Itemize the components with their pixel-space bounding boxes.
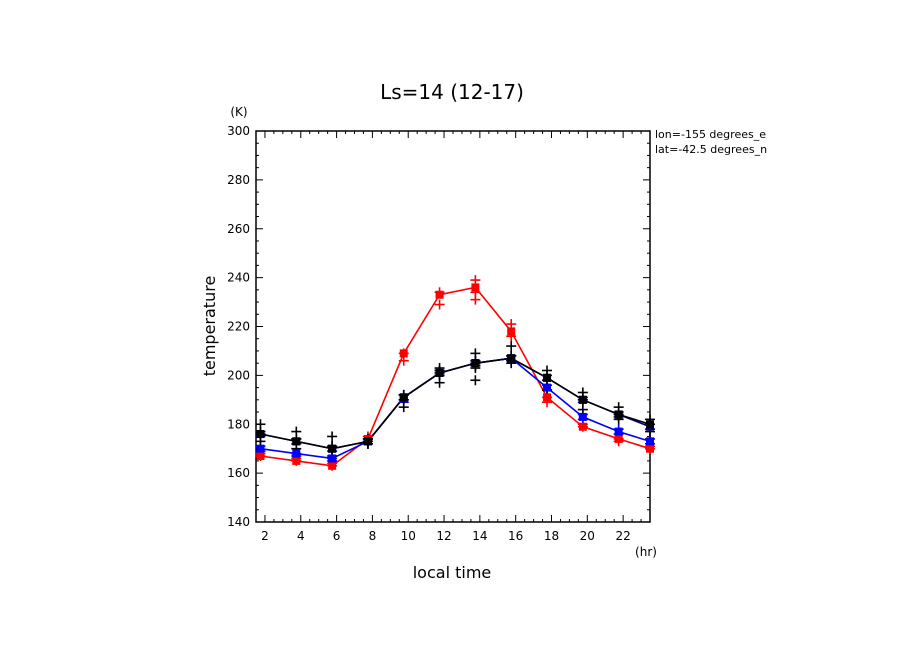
x-tick-label: 18 (544, 529, 559, 543)
y-tick-label: 240 (227, 271, 250, 285)
axis-ticks: 2 4 6 8 10 12 14 16 18 20 22 140 160 180 200 220 240 260 2… (227, 124, 650, 543)
scatter-cross-3 (434, 377, 445, 388)
data-point-3 (614, 410, 623, 419)
y-unit-label: (K) (230, 105, 247, 119)
data-point-1 (614, 427, 623, 436)
data-point-3 (578, 395, 587, 404)
series-line-3 (260, 357, 651, 450)
series-lines (260, 286, 651, 467)
x-tick-label: 10 (401, 529, 416, 543)
data-point-0 (328, 461, 337, 470)
data-point-1 (646, 437, 654, 446)
data-point-3 (363, 437, 372, 446)
data-point-3 (399, 393, 408, 402)
data-point-3 (543, 373, 552, 382)
scatter-cross-3 (506, 341, 517, 352)
annotation-lon: lon=-155 degrees_e (655, 128, 766, 141)
annotation-lat: lat=-42.5 degrees_n (655, 143, 767, 156)
data-point-0 (507, 327, 516, 336)
data-point-0 (256, 452, 265, 461)
scatter-cross-3 (327, 431, 338, 442)
scatter-cross-3 (470, 348, 481, 359)
data-point-3 (646, 420, 654, 429)
data-point-0 (471, 283, 480, 292)
x-tick-label: 6 (333, 529, 341, 543)
data-point-1 (328, 454, 337, 463)
data-point-1 (292, 449, 301, 458)
y-tick-label: 140 (227, 515, 250, 529)
data-point-3 (292, 437, 301, 446)
x-tick-label: 20 (580, 529, 595, 543)
data-point-0 (435, 290, 444, 299)
x-axis-label: local time (413, 563, 492, 582)
x-tick-label: 4 (297, 529, 305, 543)
scatter-cross-3 (255, 419, 266, 430)
x-unit-label: (hr) (635, 545, 657, 559)
chart-title: Ls=14 (12-17) (380, 80, 524, 104)
x-tick-label: 8 (369, 529, 377, 543)
x-tick-label: 22 (615, 529, 630, 543)
y-tick-label: 160 (227, 466, 250, 480)
series-markers (255, 275, 655, 471)
y-tick-label: 180 (227, 417, 250, 431)
y-tick-label: 300 (227, 124, 250, 138)
scatter-cross-3 (291, 426, 302, 437)
x-tick-label: 2 (261, 529, 269, 543)
x-tick-label: 14 (472, 529, 487, 543)
data-point-3 (471, 359, 480, 368)
data-point-0 (578, 422, 587, 431)
data-point-1 (256, 444, 265, 453)
y-tick-label: 280 (227, 173, 250, 187)
data-point-3 (328, 444, 337, 453)
y-tick-label: 220 (227, 320, 250, 334)
data-point-0 (646, 444, 654, 453)
data-point-0 (399, 349, 408, 358)
x-tick-label: 16 (508, 529, 523, 543)
y-tick-label: 260 (227, 222, 250, 236)
y-tick-label: 200 (227, 368, 250, 382)
data-point-3 (256, 430, 265, 439)
data-point-0 (292, 456, 301, 465)
data-point-1 (543, 383, 552, 392)
data-point-3 (435, 368, 444, 377)
scatter-cross-0 (434, 299, 445, 310)
data-point-1 (578, 412, 587, 421)
data-point-0 (614, 434, 623, 443)
series-line-0 (260, 286, 651, 467)
data-point-0 (543, 393, 552, 402)
y-axis-label: temperature (200, 276, 219, 377)
data-point-3 (507, 354, 516, 363)
scatter-cross-3 (470, 375, 481, 386)
x-tick-label: 12 (436, 529, 451, 543)
